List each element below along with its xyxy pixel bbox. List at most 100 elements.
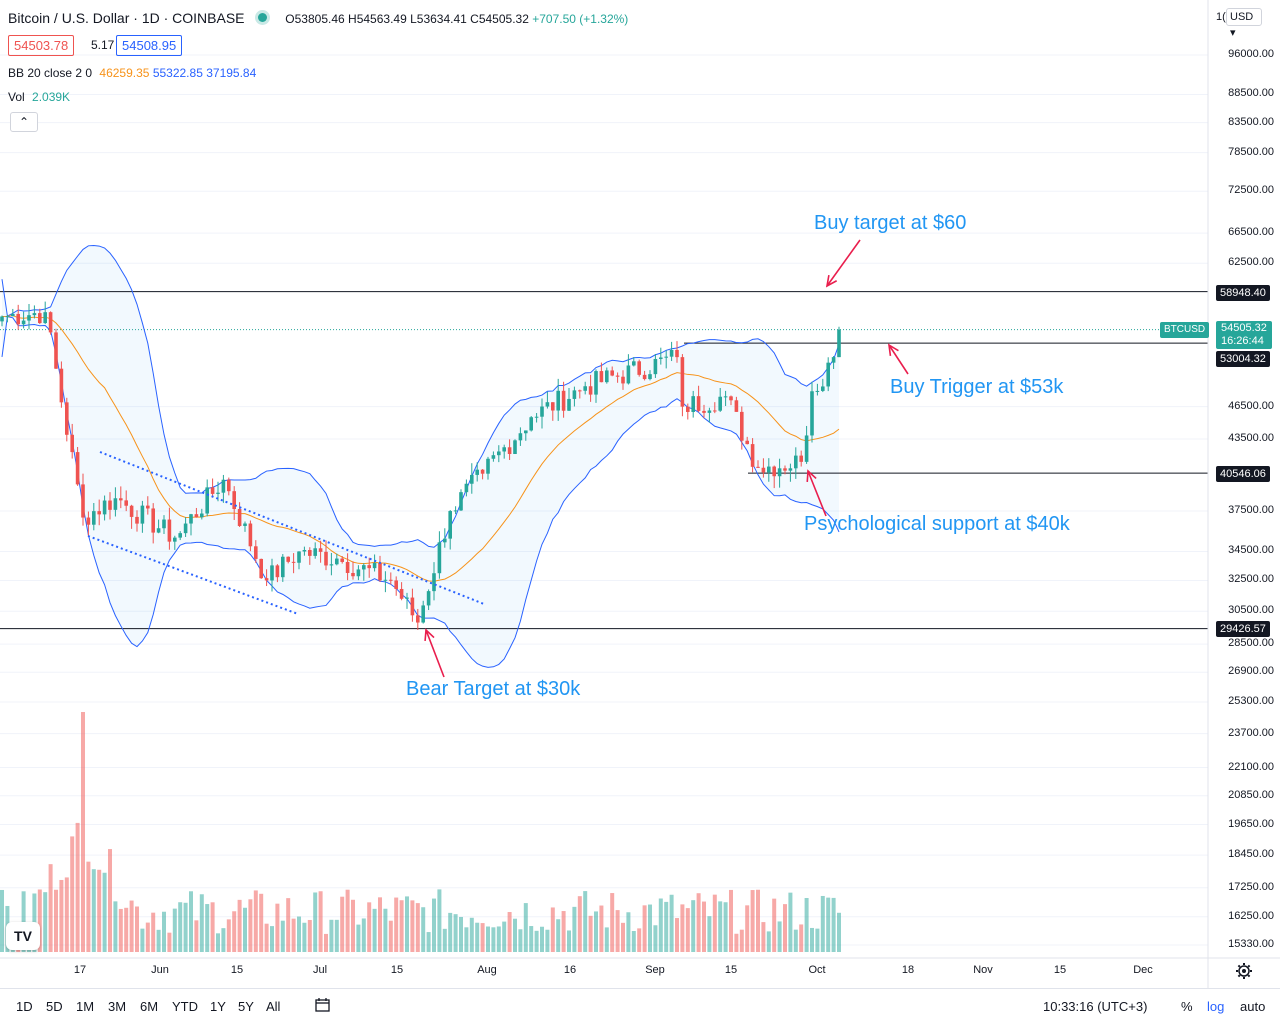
volume-bar (421, 907, 426, 952)
log-scale-toggle[interactable]: log (1207, 999, 1225, 1014)
volume-bar (102, 872, 107, 952)
candle-body (799, 455, 803, 462)
range-button[interactable]: 3M (108, 999, 127, 1014)
candle-body (329, 564, 334, 566)
collapse-legend-button[interactable]: ⌃ (10, 112, 38, 132)
candle-body (669, 349, 674, 357)
price-tick-label: 72500.00 (1228, 184, 1274, 197)
volume-bar (97, 869, 102, 952)
range-button[interactable]: All (266, 999, 281, 1014)
volume-bar (183, 902, 188, 952)
volume-bars (0, 712, 841, 952)
range-button[interactable]: 5D (46, 999, 63, 1014)
candle-body (308, 550, 312, 556)
volume-bar (513, 918, 517, 952)
candle-body (572, 390, 577, 399)
percent-scale-toggle[interactable]: % (1181, 999, 1193, 1014)
volume-bar (604, 927, 609, 952)
arrow-shaft (826, 239, 861, 287)
volume-bar (599, 905, 604, 952)
candle-body (767, 466, 771, 473)
candle-body (680, 357, 685, 407)
volume-bar (675, 918, 679, 952)
settings-gear-icon[interactable] (1236, 963, 1252, 979)
bollinger-legend[interactable]: BB 20 close 2 0 46259.35 55322.85 37195.… (8, 66, 256, 80)
volume-bar (523, 903, 528, 952)
candle-body (54, 332, 58, 369)
candle-body (254, 546, 258, 559)
volume-bar (270, 926, 274, 952)
volume-bar (43, 892, 48, 952)
candle-body (21, 320, 26, 325)
candle-body (394, 580, 398, 589)
bb-basis-value: 46259.35 (99, 66, 150, 80)
tradingview-logo-icon[interactable]: TV (6, 922, 40, 950)
volume-bar (507, 912, 512, 952)
range-button[interactable]: 1D (16, 999, 33, 1014)
candle-body (0, 316, 4, 322)
time-tick-label: 15 (1053, 964, 1067, 976)
volume-bar (194, 920, 199, 952)
volume-bar (205, 904, 210, 952)
candle-body (248, 523, 253, 547)
clock-timezone[interactable]: 10:33:16 (UTC+3) (1043, 999, 1148, 1014)
volume-bar (756, 889, 760, 952)
volume-bar (486, 926, 490, 952)
price-tick-label: 22100.00 (1228, 760, 1274, 773)
volume-bar (583, 891, 588, 952)
candle-body (426, 591, 431, 606)
candle-body (653, 358, 658, 375)
candle-body (545, 402, 550, 407)
range-button[interactable]: 1Y (210, 999, 226, 1014)
candle-body (281, 556, 285, 578)
candle-body (410, 597, 415, 616)
volume-bar (804, 898, 809, 952)
candle-body (183, 523, 188, 534)
candle-body (518, 433, 523, 441)
currency-select[interactable]: USD ▾ (1226, 8, 1262, 39)
bear-target-annotation: Bear Target at $30k (406, 678, 581, 700)
volume-bar (783, 904, 787, 952)
bear-level-tag: 29426.57 (1216, 621, 1270, 637)
volume-bar (248, 899, 253, 952)
grid-lines (0, 54, 1208, 946)
volume-legend[interactable]: Vol 2.039K (8, 90, 70, 104)
volume-bar (167, 932, 172, 952)
candle-body (729, 396, 733, 401)
volume-bar (496, 926, 501, 952)
candle-body (777, 468, 782, 477)
time-tick-label: Oct (808, 964, 826, 976)
date-range-calendar-icon[interactable] (314, 997, 332, 1016)
candle-body (378, 562, 382, 581)
volume-bar (545, 929, 550, 952)
price-tick-label: 78500.00 (1228, 145, 1274, 158)
candle-body (432, 573, 436, 592)
candle-body (734, 400, 739, 412)
candles (0, 301, 841, 630)
candle-body (302, 550, 307, 552)
symbol-title[interactable]: Bitcoin / U.S. Dollar · 1D · COINBASE (8, 10, 245, 26)
range-button[interactable]: 1M (76, 999, 95, 1014)
volume-bar (124, 907, 129, 952)
price-tick-label: 20850.00 (1228, 788, 1274, 801)
candle-body (761, 467, 766, 473)
vol-indicator-name: Vol (8, 90, 25, 104)
volume-bar (610, 893, 615, 952)
buy-price-button[interactable]: 54508.95 (116, 35, 183, 56)
volume-bar (372, 908, 377, 952)
candle-body (750, 444, 755, 467)
arrow-shaft (425, 629, 445, 678)
range-button[interactable]: 5Y (238, 999, 254, 1014)
candle-body (405, 597, 409, 599)
sell-price-button[interactable]: 54503.78 (8, 35, 75, 56)
volume-bar (777, 921, 782, 952)
volume-bar (453, 914, 458, 952)
auto-scale-toggle[interactable]: auto (1240, 999, 1266, 1014)
candle-body (167, 519, 172, 542)
volume-bar (75, 822, 80, 952)
range-button[interactable]: 6M (140, 999, 159, 1014)
time-tick-label: 15 (390, 964, 404, 976)
currency-label: USD (1230, 11, 1254, 23)
range-button[interactable]: YTD (172, 999, 198, 1014)
